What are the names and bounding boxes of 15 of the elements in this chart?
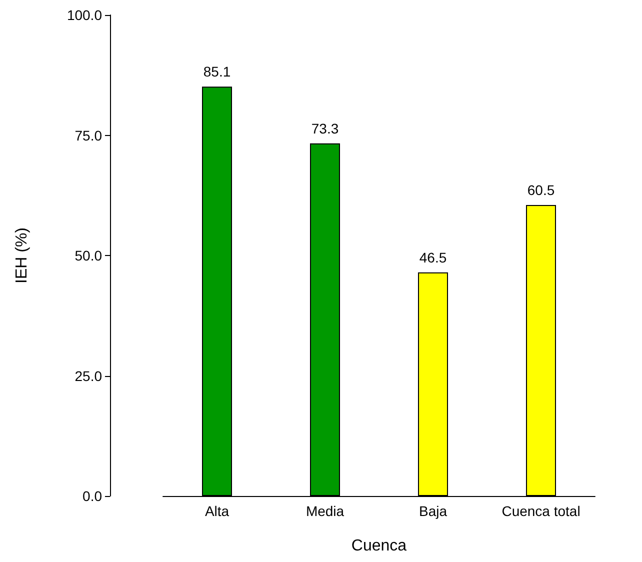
x-tick-label: Cuenca total [502,503,580,519]
y-axis-title: IEH (%) [14,228,30,284]
y-tick-label: 25.0 [74,368,102,384]
data-label: 60.5 [527,182,555,198]
x-tick-label: Media [306,503,344,519]
y-tick-label: 0.0 [82,488,102,504]
data-label: 46.5 [419,249,447,266]
x-axis-title: Cuenca [351,538,407,554]
x-tick-label: Baja [418,503,448,519]
y-tick-label: 50.0 [74,248,102,264]
y-tick-label: 100.0 [66,7,102,23]
y-tick-label: 75.0 [74,127,102,144]
data-label: 85.1 [203,64,231,80]
x-tick-label: Alta [204,503,230,519]
data-label: 73.3 [311,120,339,136]
